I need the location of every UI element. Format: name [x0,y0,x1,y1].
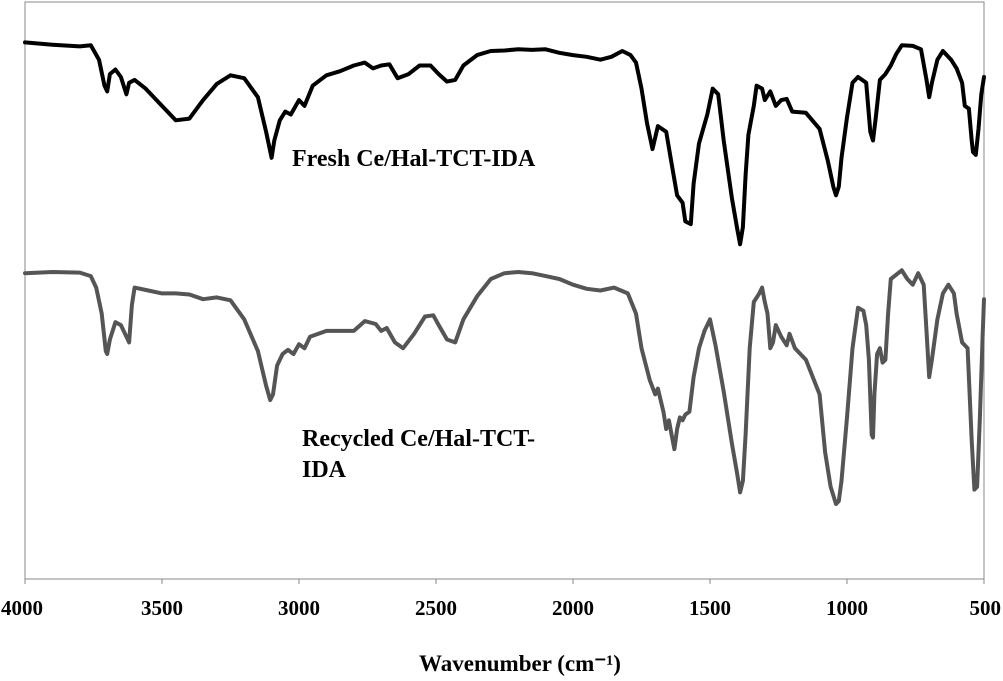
plot-area-frame [24,1,985,580]
x-tick-label: 4000 [1,596,43,620]
x-tick-label: 2500 [415,596,457,620]
x-tick-label: 1000 [826,596,868,620]
series-group: Fresh Ce/Hal-TCT-IDA Recycled Ce/Hal-TCT-… [23,40,986,506]
series-label-1-line-1: Fresh Ce/Hal-TCT-IDA [292,146,536,172]
x-tick-label: 2000 [552,596,594,620]
x-tick-label: 1500 [689,596,731,620]
series-label-2-line-2: IDA [302,457,347,483]
x-tick-label: 3000 [278,596,320,620]
series-label-2-line-1: Recycled Ce/Hal-TCT- [302,426,535,452]
x-tick-label: 500 [970,596,1002,620]
x-axis-title: Wavenumber (cm⁻¹) [419,651,621,676]
x-axis-ticks: 4000 3500 3000 2500 2000 1500 1000 500 [1,579,1001,620]
series-line-1 [23,40,986,247]
series-line-2 [23,268,986,506]
x-tick-label: 3500 [141,596,183,620]
